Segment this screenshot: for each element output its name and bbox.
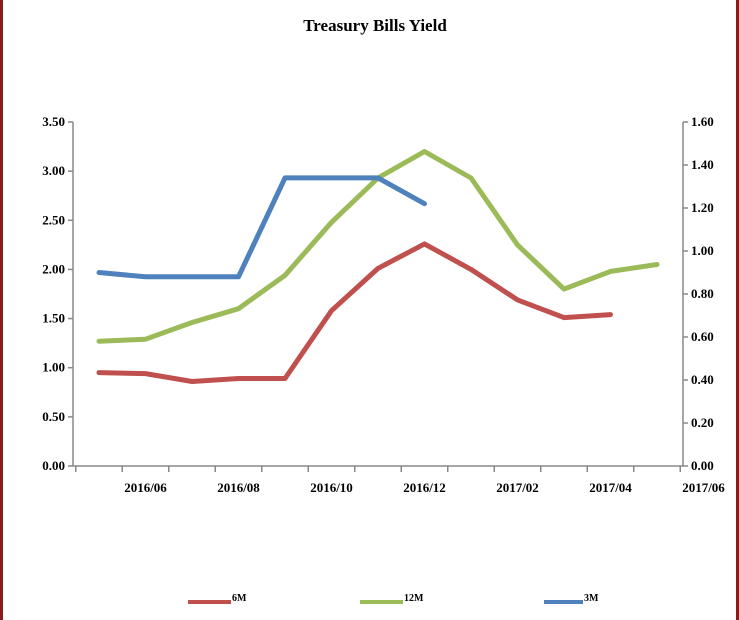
y-left-tick-label: 1.50	[42, 311, 65, 326]
y-left-tick-label: 3.50	[42, 114, 65, 129]
x-tick-label: 2016/12	[403, 480, 446, 495]
y-right-tick-label: 0.00	[691, 458, 714, 473]
legend-label-12m: 12M	[404, 593, 424, 604]
x-tick-label: 2017/04	[589, 480, 632, 495]
series-line-3m	[96, 175, 427, 280]
chart-title: Treasury Bills Yield	[303, 16, 447, 35]
x-tick-label: 2016/08	[217, 480, 260, 495]
y-right-tick-label: 0.20	[691, 415, 714, 430]
y-left-tick-label: 0.50	[42, 409, 65, 424]
y-right-tick-label: 1.20	[691, 200, 714, 215]
series-line-6m	[96, 241, 613, 384]
x-tick-label: 2016/06	[124, 480, 167, 495]
legend-entry-3m: 3M	[544, 593, 599, 604]
treasury-bills-yield-chart: Treasury Bills Yield 0.00 0.50 1.00 1.50 2.0…	[42, 16, 725, 604]
y-right-tick-label: 0.60	[691, 329, 714, 344]
x-tick-label: 2017/02	[496, 480, 539, 495]
y-left-tick-label: 3.00	[42, 163, 65, 178]
axes-group: 0.00 0.50 1.00 1.50 2.00 2.50 3.00 3.50 0.00 0.20…	[42, 114, 725, 495]
legend: 6M 12M 3M	[188, 593, 599, 604]
y-right-tick-label: 1.40	[691, 157, 714, 172]
series-lines-group	[96, 149, 660, 384]
legend-entry-6m: 6M	[188, 593, 247, 604]
legend-label-3m: 3M	[584, 593, 599, 604]
y-left-tick-label: 2.50	[42, 212, 65, 227]
y-left-tick-label: 2.00	[42, 261, 65, 276]
y-right-tick-label: 1.00	[691, 243, 714, 258]
x-tick-label: 2017/06	[682, 480, 725, 495]
y-right-tick-label: 1.60	[691, 114, 714, 129]
legend-label-6m: 6M	[232, 593, 247, 604]
y-right-tick-label: 0.40	[691, 372, 714, 387]
legend-entry-12m: 12M	[360, 593, 424, 604]
x-tick-label: 2016/10	[310, 480, 353, 495]
y-right-tick-label: 0.80	[691, 286, 714, 301]
y-left-tick-label: 0.00	[42, 458, 65, 473]
y-left-tick-label: 1.00	[42, 360, 65, 375]
